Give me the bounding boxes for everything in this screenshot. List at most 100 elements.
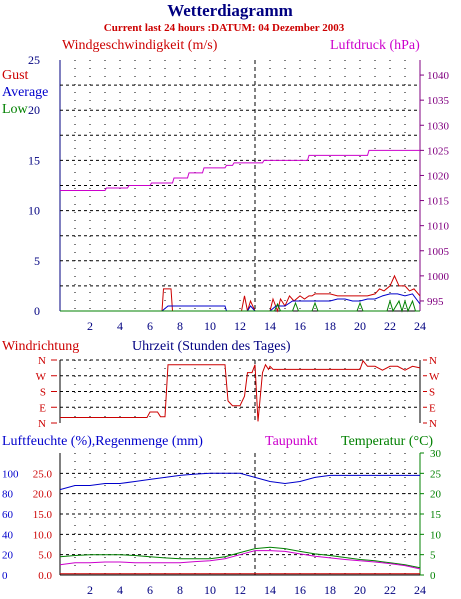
panel-humidity-temp: 0 20 40 60 80 100 0.0 5.0 10.0 15.0 20.0 25.0 0 5 10 15… bbox=[2, 448, 442, 597]
panel1-x-tick-label: 8 bbox=[177, 319, 183, 333]
chart-subtitle: Current last 24 hours :DATUM: 04 Dezembe… bbox=[104, 22, 345, 34]
panel3-y-tick-rain-label: 25.0 bbox=[33, 468, 53, 480]
panel1-x-tick-label: 22 bbox=[384, 319, 396, 333]
panel1-y-tick-right-label: 1010 bbox=[427, 221, 450, 233]
panel3-y-tick-humidity-label: 0 bbox=[2, 570, 8, 582]
series-luftfeuchte-line bbox=[59, 472, 420, 491]
temperature-title: Temperatur (°C) bbox=[341, 434, 433, 449]
panel3-y-tick-humidity-label: 40 bbox=[2, 529, 14, 541]
series-luftdruck-line bbox=[60, 149, 420, 191]
panel1-series bbox=[60, 149, 421, 313]
panel2-y-tick-label: E bbox=[39, 402, 46, 414]
panel3-x-tick-label: 20 bbox=[354, 583, 366, 597]
panel1-x-tick-label: 16 bbox=[294, 319, 306, 333]
panel1-x-tick-label: 12 bbox=[234, 319, 246, 333]
panel1-y-tick-right-label: 1030 bbox=[427, 120, 450, 132]
panel1-x-tick-label: 24 bbox=[414, 319, 426, 333]
panel1-y-tick-right-label: 1005 bbox=[427, 246, 450, 258]
panel2-y-tick-label: W bbox=[36, 371, 47, 383]
panel2-y-tick-right-label: N bbox=[429, 418, 437, 430]
panel3-y-tick-humidity-label: 100 bbox=[2, 468, 19, 480]
panel3-x-tick-label: 24 bbox=[414, 583, 426, 597]
time-axis-title: Uhrzeit (Stunden des Tages) bbox=[132, 339, 291, 354]
panel3-y-tick-right-label: 5 bbox=[430, 550, 436, 562]
dewpoint-title: Taupunkt bbox=[265, 434, 318, 449]
panel3-x-tick-label: 22 bbox=[384, 583, 396, 597]
panel1-y-tick-label: 5 bbox=[34, 254, 40, 268]
panel1-x-tick-label: 14 bbox=[264, 319, 276, 333]
panel2-y-ticks: N NE ES SW WN N bbox=[36, 355, 440, 430]
panel1-y-tick-right-label: 1020 bbox=[427, 170, 450, 182]
panel1-y-tick-label: 10 bbox=[28, 204, 40, 218]
panel2-y-tick-right-label: N bbox=[429, 355, 437, 367]
panel1-x-ticks: 2 4 6 8 10 12 14 16 18 20 22 24 bbox=[87, 319, 426, 333]
legend-low: Low bbox=[2, 102, 29, 117]
panel1-y-tick-label: 25 bbox=[28, 53, 40, 67]
panel1-y-tick-right-label: 1015 bbox=[427, 196, 450, 208]
panel3-y-tick-right-label: 20 bbox=[430, 489, 442, 501]
wind-speed-title: Windgeschwindigkeit (m/s) bbox=[62, 38, 218, 53]
humidity-rain-title: Luftfeuchte (%),Regenmenge (mm) bbox=[2, 434, 203, 449]
panel3-y-tick-rain-label: 20.0 bbox=[33, 489, 53, 501]
panel1-y-tick-label: 0 bbox=[34, 304, 40, 318]
panel3-y-tick-right-label: 25 bbox=[430, 468, 442, 480]
series-wind-direction-line bbox=[60, 359, 421, 422]
panel1-grid bbox=[60, 60, 420, 311]
panel3-series bbox=[59, 472, 421, 575]
panel1-y-tick-right-label: 1035 bbox=[427, 95, 450, 107]
panel1-y-tick-right-label: 1040 bbox=[427, 70, 450, 82]
panel2-y-tick-right-label: W bbox=[429, 371, 440, 383]
panel1-x-tick-label: 10 bbox=[204, 319, 216, 333]
panel3-y-tick-humidity-label: 60 bbox=[2, 509, 14, 521]
panel3-x-tick-label: 12 bbox=[234, 583, 246, 597]
panel3-x-tick-label: 4 bbox=[117, 583, 123, 597]
panel-wind-direction: N NE ES SW WN N bbox=[36, 355, 440, 430]
panel1-x-tick-label: 2 bbox=[87, 319, 93, 333]
pressure-title: Luftdruck (hPa) bbox=[330, 38, 420, 53]
wind-direction-title: Windrichtung bbox=[2, 339, 79, 354]
panel2-y-tick-right-label: E bbox=[429, 402, 436, 414]
panel2-y-tick-label: S bbox=[40, 387, 46, 399]
panel1-x-tick-label: 20 bbox=[354, 319, 366, 333]
panel1-x-tick-label: 4 bbox=[117, 319, 123, 333]
panel3-x-ticks: 2 4 6 8 10 12 14 16 18 20 22 24 bbox=[87, 583, 426, 597]
panel3-y-tick-right-label: 0 bbox=[430, 570, 436, 582]
series-gust-line bbox=[60, 274, 421, 313]
legend-gust: Gust bbox=[2, 68, 29, 83]
series-temperatur-line bbox=[59, 546, 421, 569]
panel1-y-tick-right-label: 1025 bbox=[427, 145, 450, 157]
panel3-y-tick-rain-label: 0.0 bbox=[38, 570, 52, 582]
panel3-x-tick-label: 14 bbox=[264, 583, 276, 597]
panel3-y-ticks: 0 20 40 60 80 100 0.0 5.0 10.0 15.0 20.0 25.0 0 5 10 15… bbox=[2, 448, 442, 582]
panel1-y-tick-label: 20 bbox=[28, 103, 40, 117]
panel2-series bbox=[60, 359, 421, 422]
series-low-line bbox=[60, 299, 420, 313]
panel1-y-tick-right-label: 1000 bbox=[427, 271, 450, 283]
panel3-x-tick-label: 18 bbox=[324, 583, 336, 597]
panel2-y-tick-label: N bbox=[38, 355, 46, 367]
panel1-x-tick-label: 18 bbox=[324, 319, 336, 333]
panel1-y-tick-label: 15 bbox=[28, 153, 40, 167]
panel3-x-tick-label: 16 bbox=[294, 583, 306, 597]
panel3-y-tick-right-label: 15 bbox=[430, 509, 442, 521]
panel3-x-tick-label: 8 bbox=[177, 583, 183, 597]
panel3-grid bbox=[60, 453, 420, 575]
panel1-x-tick-label: 6 bbox=[147, 319, 153, 333]
panel1-y-ticks: 0 5 10 15 20 25 bbox=[28, 53, 40, 318]
series-taupunkt-line bbox=[59, 550, 421, 570]
panel3-y-tick-rain-label: 10.0 bbox=[33, 529, 53, 541]
panel3-x-tick-label: 6 bbox=[147, 583, 153, 597]
panel1-y-ticks-right: 995 1000 1005 1010 1015 1020 1025 1030 1035 1040 bbox=[420, 70, 450, 308]
panel1-y-tick-right-label: 995 bbox=[427, 296, 444, 308]
panel3-x-tick-label: 10 bbox=[204, 583, 216, 597]
panel3-y-tick-rain-label: 5.0 bbox=[38, 550, 52, 562]
panel3-y-tick-rain-label: 15.0 bbox=[33, 509, 53, 521]
panel3-y-tick-humidity-label: 80 bbox=[2, 489, 14, 501]
panel3-y-tick-right-label: 10 bbox=[430, 529, 442, 541]
panel2-y-tick-right-label: S bbox=[429, 387, 435, 399]
panel3-y-tick-right-label: 30 bbox=[430, 448, 442, 460]
panel2-grid bbox=[60, 359, 420, 423]
panel3-x-tick-label: 2 bbox=[87, 583, 93, 597]
